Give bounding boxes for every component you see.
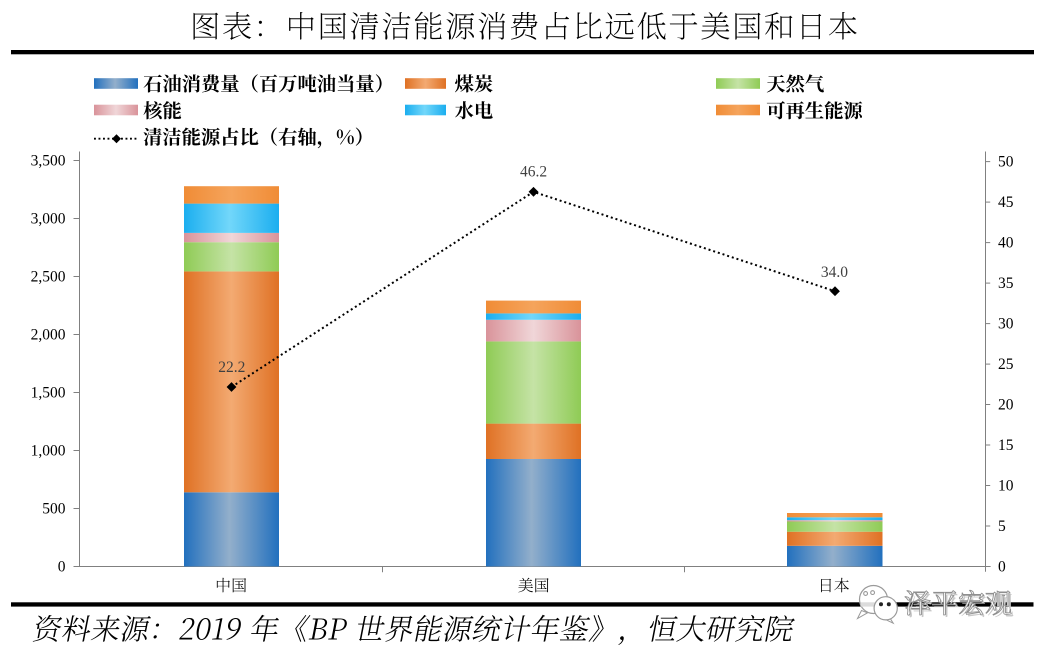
svg-text:25: 25 bbox=[998, 356, 1014, 373]
svg-text:500: 500 bbox=[42, 501, 66, 518]
svg-text:3,000: 3,000 bbox=[31, 211, 66, 228]
svg-text:2,000: 2,000 bbox=[31, 327, 66, 344]
svg-text:34.0: 34.0 bbox=[821, 264, 848, 281]
svg-text:40: 40 bbox=[998, 235, 1014, 252]
svg-text:22.2: 22.2 bbox=[218, 359, 245, 376]
svg-text:0: 0 bbox=[998, 559, 1006, 576]
svg-text:50: 50 bbox=[998, 154, 1014, 171]
svg-text:15: 15 bbox=[998, 437, 1014, 454]
svg-text:0: 0 bbox=[58, 559, 66, 576]
svg-text:1,000: 1,000 bbox=[31, 443, 66, 460]
svg-text:10: 10 bbox=[998, 478, 1014, 495]
svg-text:3,500: 3,500 bbox=[31, 153, 66, 170]
svg-text:20: 20 bbox=[998, 397, 1014, 414]
svg-text:45: 45 bbox=[998, 194, 1014, 211]
svg-text:5: 5 bbox=[998, 518, 1006, 535]
svg-text:30: 30 bbox=[998, 316, 1014, 333]
svg-text:35: 35 bbox=[998, 275, 1014, 292]
svg-text:2,500: 2,500 bbox=[31, 269, 66, 286]
svg-text:1,500: 1,500 bbox=[31, 385, 66, 402]
svg-text:46.2: 46.2 bbox=[520, 164, 547, 181]
